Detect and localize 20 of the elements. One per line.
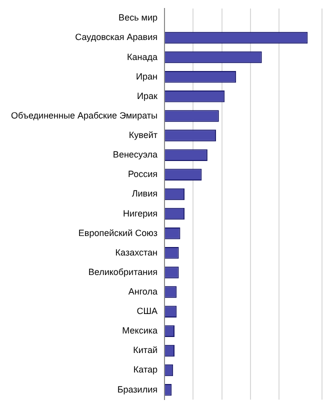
y-tick-label: Ангола bbox=[128, 286, 158, 297]
y-tick-label: Катар bbox=[133, 364, 158, 375]
y-tick-label: Иран bbox=[136, 71, 158, 82]
y-tick-label: Россия bbox=[128, 169, 158, 180]
y-tick-label: Казахстан bbox=[115, 247, 158, 258]
y-tick-label: Объединенные Арабские Эмираты bbox=[11, 110, 158, 120]
y-tick-label: Венесуэла bbox=[112, 150, 158, 160]
y-tick-label: Ирак bbox=[137, 90, 158, 101]
y-tick-label: Великобритания bbox=[88, 266, 158, 277]
y-tick-label: Бразилия bbox=[117, 384, 158, 394]
y-tick-label: Европейский Союз bbox=[78, 228, 158, 238]
y-tick-label: Ливия bbox=[132, 188, 158, 199]
y-tick-label: Нигерия bbox=[122, 208, 158, 218]
y-tick-label: Китай bbox=[133, 345, 158, 356]
y-tick-label: США bbox=[136, 306, 158, 316]
y-tick-label: Саудовская Аравия bbox=[75, 32, 158, 42]
y-tick-label: Весь мир bbox=[118, 12, 158, 23]
y-tick-label: Мексика bbox=[122, 326, 158, 336]
y-tick-label: Канада bbox=[127, 52, 158, 62]
y-tick-label: Кувейт bbox=[128, 130, 158, 140]
